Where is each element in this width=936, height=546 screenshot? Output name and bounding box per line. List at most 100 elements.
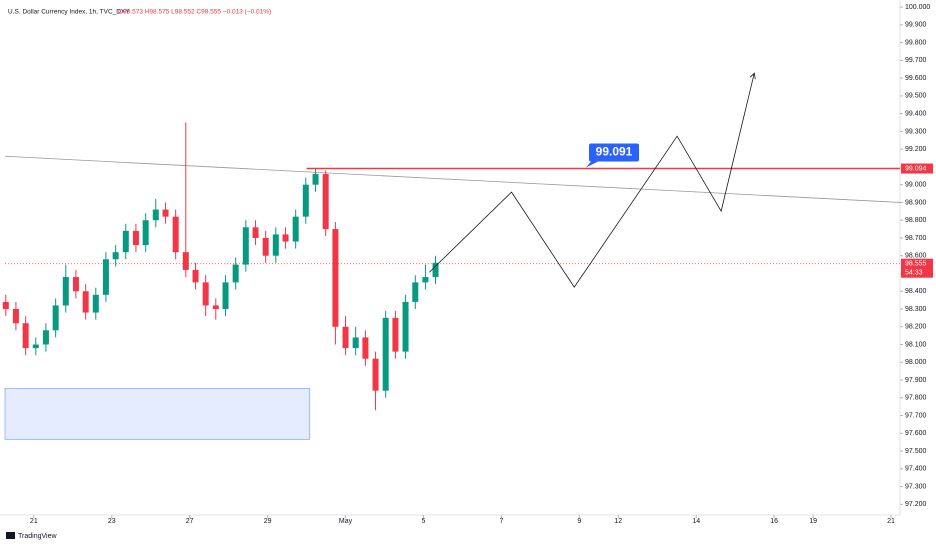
candle-body — [312, 174, 319, 185]
candle-body — [332, 229, 339, 327]
y-tick-label: 97.600 — [905, 430, 927, 437]
candle-body — [422, 277, 429, 283]
y-tick-label: 100.000 — [905, 4, 930, 11]
y-tick-label: 98.600 — [905, 253, 927, 260]
y-tick-label: 97.300 — [905, 483, 927, 490]
level-callout — [589, 143, 639, 162]
last-price-label: 98.555 — [905, 261, 927, 268]
candle-body — [402, 301, 409, 352]
candle-body — [32, 344, 39, 349]
candle-body — [42, 330, 49, 345]
y-tick-label: 97.900 — [905, 377, 927, 384]
candle-body — [82, 291, 89, 313]
y-tick-label: 99.800 — [905, 39, 927, 46]
level-tag — [901, 163, 933, 174]
y-tick-label: 98.000 — [905, 359, 927, 366]
y-tick-label: 99.600 — [905, 75, 927, 82]
x-tick-label: 16 — [770, 518, 778, 525]
y-tick-label: 97.200 — [905, 501, 927, 508]
level-callout-label: 99.091 — [596, 145, 633, 159]
y-tick-label: 99.500 — [905, 93, 927, 100]
x-tick-label: 21 — [30, 518, 38, 525]
projection-path — [429, 73, 755, 288]
y-tick-label: 99.900 — [905, 22, 927, 29]
y-tick-label: 99.300 — [905, 128, 927, 135]
y-tick-label: 98.200 — [905, 324, 927, 331]
candle-body — [162, 209, 169, 217]
candle-body — [112, 252, 119, 260]
ohlc-header: O98.573 H98.575 L98.552 C98.555 −0.013 (… — [118, 9, 271, 16]
x-tick-label: 19 — [809, 518, 817, 525]
level-tag-label: 99.094 — [905, 165, 927, 172]
candle-body — [122, 230, 129, 253]
y-tick-label: 99.400 — [905, 110, 927, 117]
candle-body — [192, 269, 199, 283]
x-tick-label: 12 — [614, 518, 622, 525]
candle-body — [232, 264, 239, 283]
candle-body — [382, 317, 389, 391]
candle-body — [102, 259, 109, 295]
brand: TradingView — [18, 533, 57, 540]
x-tick-label: 23 — [108, 518, 116, 525]
y-tick-label: 98.900 — [905, 199, 927, 206]
last-price-tag — [901, 258, 933, 278]
candle-body — [432, 262, 439, 278]
candle-body — [392, 317, 399, 352]
candle-body — [272, 234, 279, 256]
candle-body — [282, 234, 289, 242]
candle-body — [362, 337, 369, 359]
y-tick-label: 98.700 — [905, 235, 927, 242]
candle-body — [92, 294, 99, 313]
countdown-label: 54:33 — [905, 270, 923, 277]
candle-body — [292, 216, 299, 242]
y-tick-label: 98.800 — [905, 217, 927, 224]
y-tick-label: 98.100 — [905, 341, 927, 348]
candle-body — [262, 237, 269, 256]
candle-body — [372, 358, 379, 391]
y-tick-label: 99.200 — [905, 146, 927, 153]
y-tick-label: 97.800 — [905, 395, 927, 402]
candle-body — [302, 184, 309, 217]
x-tick-label: 21 — [887, 518, 895, 525]
candle-body — [22, 323, 29, 349]
candle-body — [222, 282, 229, 309]
x-tick-label: 5 — [422, 518, 426, 525]
zone — [4, 387, 311, 440]
x-tick-label: 27 — [186, 518, 194, 525]
candle-body — [172, 216, 179, 253]
candle-body — [132, 230, 139, 246]
candle-body — [202, 282, 209, 306]
candle-body — [252, 227, 259, 238]
chart-title: U.S. Dollar Currency Index, 1h, TVC_DXY — [8, 9, 130, 16]
y-tick-label: 99.000 — [905, 182, 927, 189]
candle-body — [152, 209, 159, 221]
candle-body — [182, 252, 189, 270]
candle-body — [72, 277, 79, 292]
y-tick-label: 99.700 — [905, 57, 927, 64]
candle-body — [412, 282, 419, 302]
trendline — [4, 155, 901, 203]
candle-body — [142, 220, 149, 246]
candle-body — [322, 174, 329, 230]
candle-body — [12, 309, 19, 324]
x-tick-label: 7 — [499, 518, 503, 525]
y-tick-label: 97.700 — [905, 412, 927, 419]
y-tick-label: 97.500 — [905, 448, 927, 455]
candle-body — [62, 277, 69, 306]
candle-body — [212, 305, 219, 309]
candle-body — [2, 301, 9, 309]
projection-arrowhead — [749, 72, 756, 80]
x-tick-label: 14 — [692, 518, 700, 525]
candle-body — [352, 337, 359, 349]
y-tick-label: 98.300 — [905, 306, 927, 313]
y-tick-label: 98.400 — [905, 288, 927, 295]
x-tick-label: 29 — [264, 518, 272, 525]
candle-body — [52, 305, 59, 331]
y-tick-label: 97.400 — [905, 466, 927, 473]
candle-body — [342, 326, 349, 349]
candle-body — [242, 227, 249, 265]
x-tick-label: May — [339, 518, 353, 525]
brand-logo — [6, 532, 15, 539]
